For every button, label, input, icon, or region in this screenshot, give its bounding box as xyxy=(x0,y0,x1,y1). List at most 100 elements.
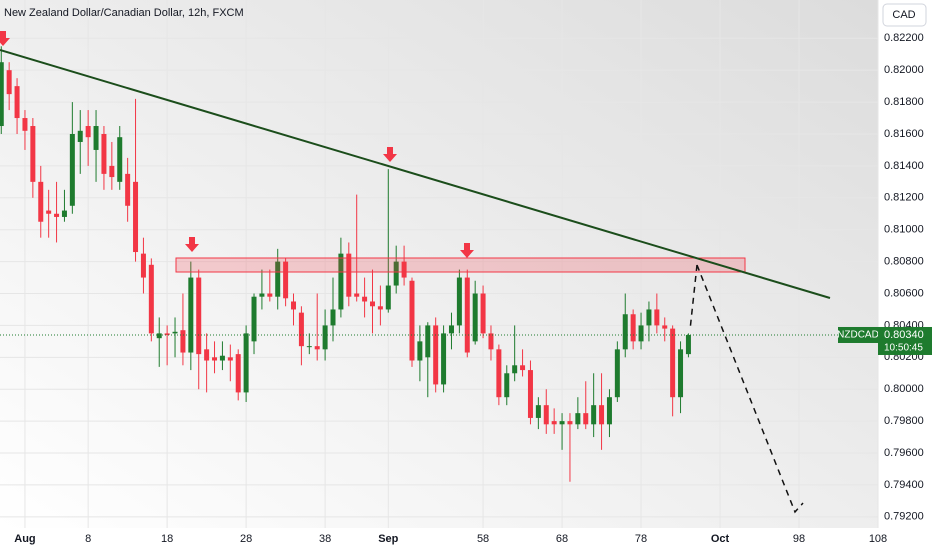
drawings xyxy=(0,31,831,514)
candle-body xyxy=(243,333,249,393)
x-tick-label: Oct xyxy=(711,533,730,545)
candle-body xyxy=(362,296,368,302)
candle-body xyxy=(512,365,518,374)
candle-body xyxy=(606,397,612,425)
candle-body xyxy=(670,328,676,398)
marker-arrow xyxy=(383,147,397,162)
candle-body xyxy=(575,413,581,425)
candle-body xyxy=(480,293,486,334)
x-tick-label: 58 xyxy=(477,533,489,545)
candle-body xyxy=(180,330,186,353)
candle-body xyxy=(46,210,52,214)
x-tick-label: 68 xyxy=(556,533,568,545)
y-tick-label: 0.81200 xyxy=(884,192,924,204)
candle-body xyxy=(172,331,178,334)
x-tick-label: 38 xyxy=(319,533,331,545)
candle-body xyxy=(401,261,407,278)
projection-line xyxy=(696,264,804,514)
candle-body xyxy=(496,349,502,398)
y-tick-label: 0.81000 xyxy=(884,224,924,236)
candle-body xyxy=(212,357,218,361)
x-tick-label: 8 xyxy=(85,533,91,545)
candle-body xyxy=(30,126,36,182)
y-tick-label: 0.79200 xyxy=(884,511,924,523)
trend-line xyxy=(0,49,831,299)
candle-body xyxy=(109,165,115,178)
candle-body xyxy=(464,277,470,353)
candle-body xyxy=(61,210,67,217)
price-axis-background xyxy=(878,0,932,550)
candle-body xyxy=(346,253,352,297)
candle-body xyxy=(425,325,431,358)
candle-body xyxy=(251,296,257,342)
candle-body xyxy=(140,253,146,278)
candle-body xyxy=(204,349,210,361)
candle-body xyxy=(148,264,154,334)
y-tick-label: 0.81600 xyxy=(884,128,924,140)
candle-body xyxy=(504,373,510,398)
candle-body xyxy=(520,365,526,371)
candle-body xyxy=(85,126,91,138)
candle-body xyxy=(0,62,4,127)
y-tick-label: 0.80800 xyxy=(884,256,924,268)
candle-body xyxy=(267,293,273,297)
candle-body xyxy=(393,261,399,286)
candle-body xyxy=(275,261,281,297)
candle-body xyxy=(117,137,123,182)
candle-body xyxy=(599,405,605,425)
candle-body xyxy=(291,301,297,310)
currency-button[interactable] xyxy=(882,3,927,27)
candle-body xyxy=(678,349,684,398)
y-tick-label: 0.80000 xyxy=(884,383,924,395)
currency-label[interactable]: CAD xyxy=(892,9,915,21)
y-tick-label: 0.79600 xyxy=(884,447,924,459)
candle-body xyxy=(156,333,162,339)
candle-body xyxy=(219,355,225,361)
candle-body xyxy=(93,126,99,150)
plot-background xyxy=(0,0,878,528)
candle-body xyxy=(38,181,44,222)
y-tick-label: 0.82200 xyxy=(884,32,924,44)
candle-body xyxy=(441,333,447,385)
candle-body xyxy=(409,280,415,361)
x-tick-label: 18 xyxy=(161,533,173,545)
candle-body xyxy=(6,70,12,95)
candle-body xyxy=(559,421,565,425)
axes: 0.82200 0.82000 0.81800 0.81600 0.81400 0.812… xyxy=(0,32,932,545)
time-axis-background xyxy=(0,528,878,550)
chart-title: New Zealand Dollar/Canadian Dollar, 12h,… xyxy=(4,7,244,19)
candle-body xyxy=(77,130,83,142)
candle-body xyxy=(433,325,439,385)
y-tick-label: 0.82000 xyxy=(884,64,924,76)
candle-body xyxy=(638,325,644,342)
candle-body xyxy=(614,349,620,398)
candle-body xyxy=(417,341,423,361)
candle-body xyxy=(54,213,60,217)
candle-body xyxy=(298,312,304,347)
candle-body xyxy=(456,277,462,326)
candle-body xyxy=(133,181,139,253)
candle-body xyxy=(685,334,691,355)
x-tick-label: 108 xyxy=(869,533,887,545)
candle-body xyxy=(125,173,131,206)
candle-body xyxy=(527,370,533,418)
marker-arrow xyxy=(460,243,474,258)
candle-body xyxy=(583,413,589,425)
x-tick-label: 98 xyxy=(793,533,805,545)
candle-body xyxy=(622,314,628,350)
symbol-tag xyxy=(838,326,878,343)
candle-body xyxy=(322,325,328,350)
x-tick-label: 78 xyxy=(635,533,647,545)
candle-body xyxy=(164,333,170,335)
candle-body xyxy=(354,293,360,297)
resistance-zone xyxy=(175,257,746,273)
candle-body xyxy=(227,357,233,361)
candle-body xyxy=(306,346,312,348)
countdown-label: 10:50:45 xyxy=(884,343,923,354)
candle-body xyxy=(488,333,494,350)
candles xyxy=(0,46,691,482)
candle-body xyxy=(448,325,454,334)
candle-body xyxy=(196,277,202,355)
candle-body xyxy=(188,277,194,353)
